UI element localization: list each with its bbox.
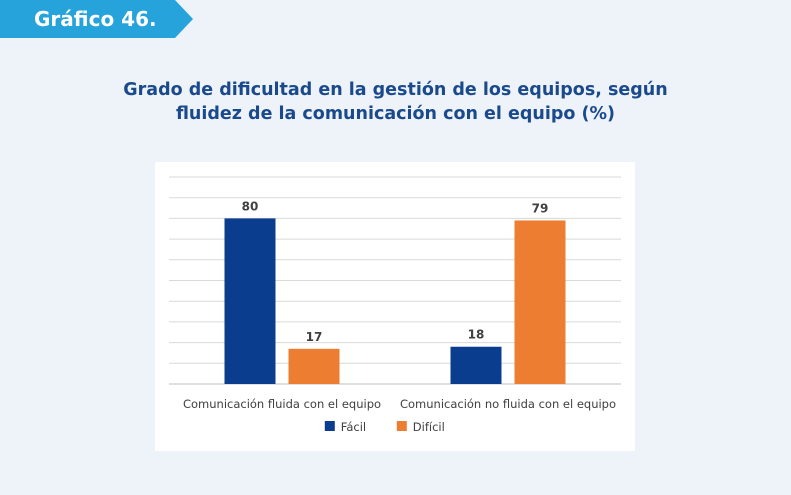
bar-chart: 80 17 Comunicación fluida con el equipo 18 7… <box>169 176 621 434</box>
data-label: 80 <box>242 199 259 213</box>
chart-number-label: Gráfico 46. <box>34 7 157 31</box>
legend-label: Difícil <box>413 420 445 434</box>
data-label: 17 <box>306 330 323 344</box>
bar-dificil <box>514 220 566 384</box>
data-label: 79 <box>532 201 549 215</box>
chart-title-line-1: Grado de dificultad en la gestión de los… <box>123 80 668 100</box>
chart-number-tag: Gráfico 46. <box>0 0 193 38</box>
legend-label: Fácil <box>341 420 366 434</box>
bar-dificil <box>288 348 340 384</box>
legend-swatch <box>324 421 335 431</box>
data-label: 18 <box>468 328 485 342</box>
chart-title: Grado de dificultad en la gestión de los… <box>0 78 791 126</box>
legend-swatch <box>396 421 407 431</box>
category-label: Comunicación no fluida con el equipo <box>400 397 616 411</box>
bar-facil <box>450 346 502 384</box>
chart-title-line-2: fluidez de la comunicación con el equipo… <box>175 104 616 124</box>
tag-background <box>0 0 193 38</box>
category-label: Comunicación fluida con el equipo <box>183 397 381 411</box>
chart-card: 80 17 Comunicación fluida con el equipo 18 7… <box>155 162 635 451</box>
bar-facil <box>224 218 276 384</box>
